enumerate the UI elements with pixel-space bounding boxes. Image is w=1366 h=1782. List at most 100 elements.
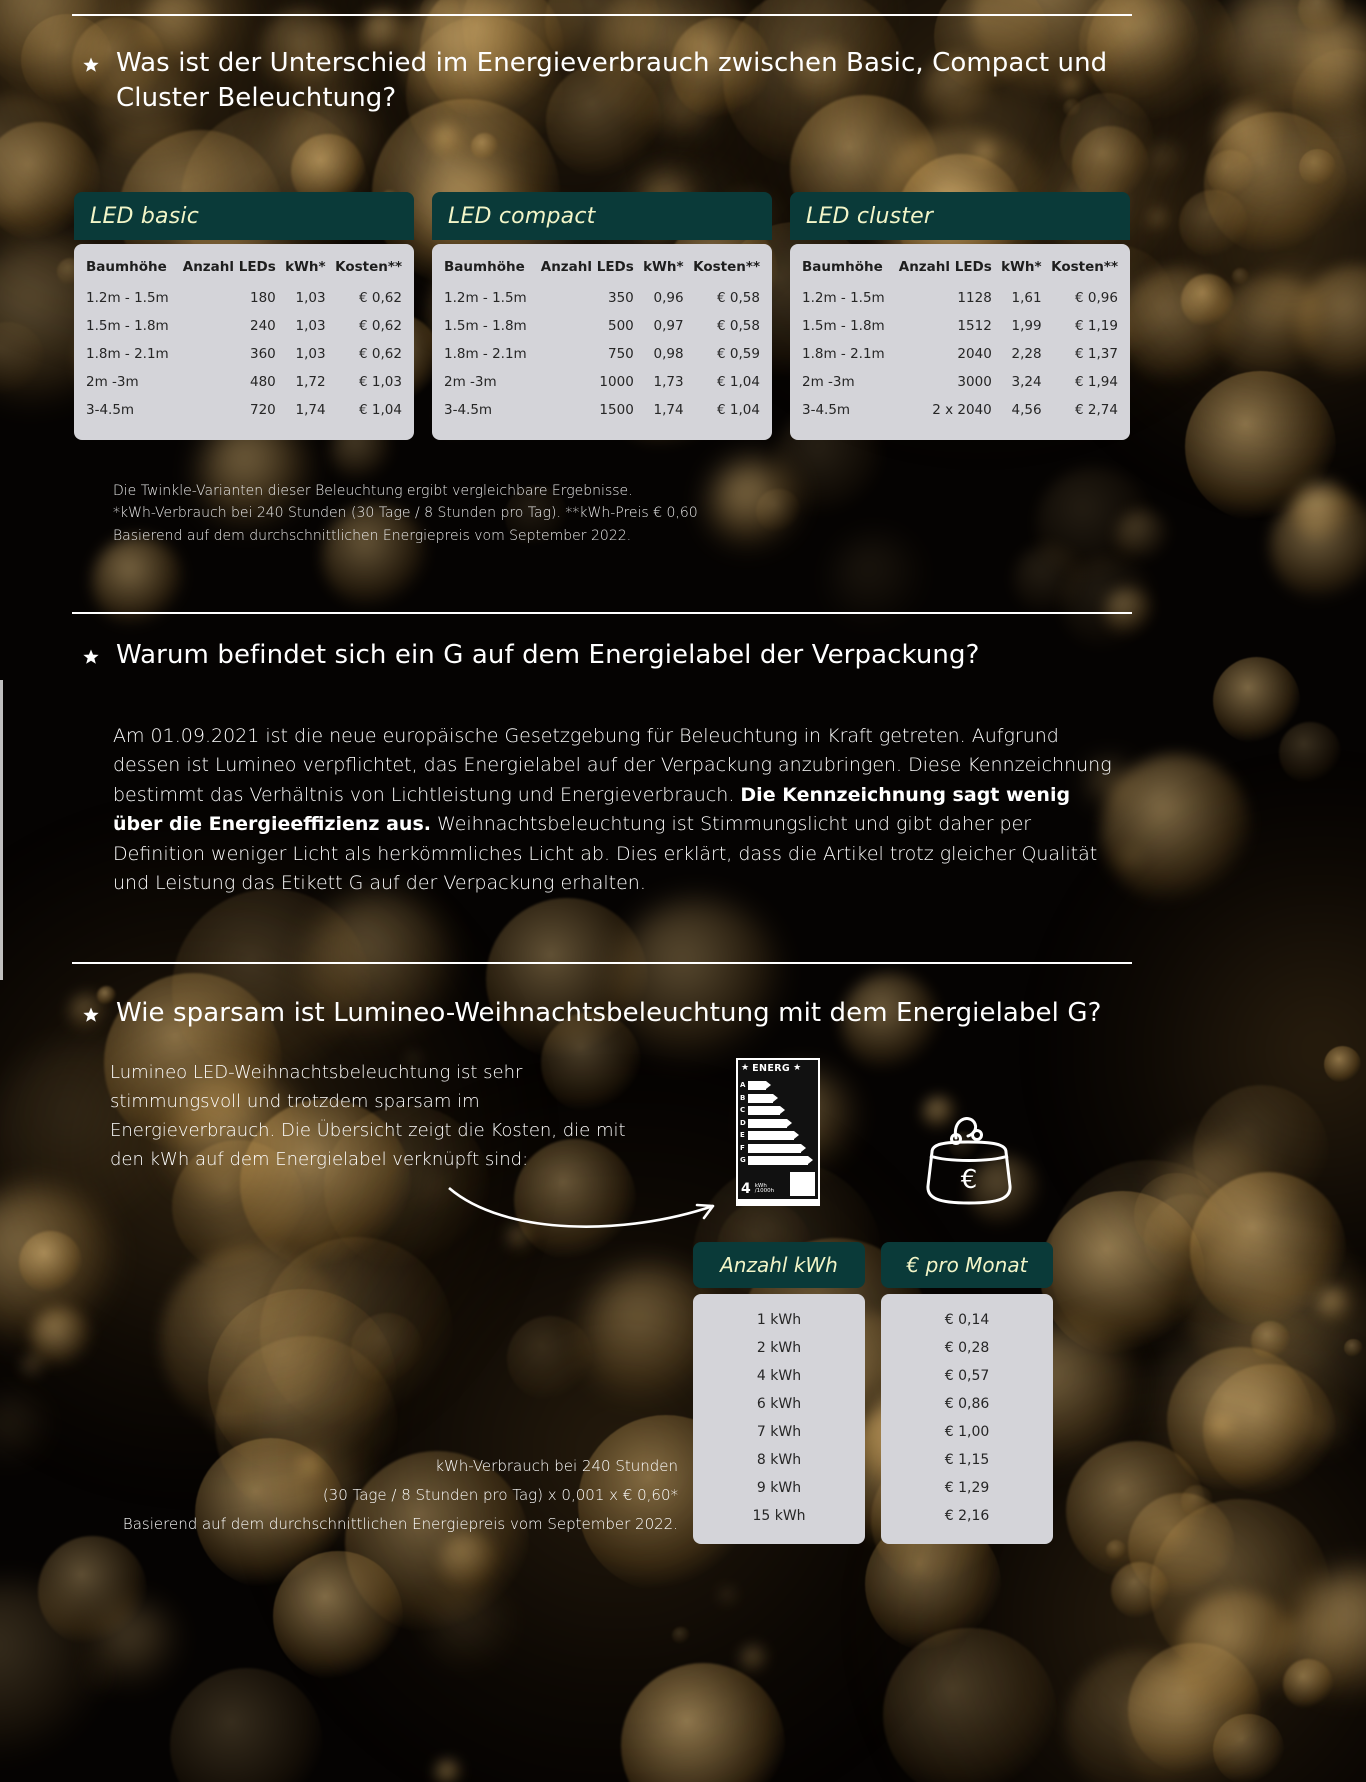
led-grid-body: 1.2m - 1.5m 1128 1,61 € 0,96 1.5m - 1.8m 1512… xyxy=(802,284,1118,424)
energy-class-bar xyxy=(748,1156,813,1165)
led-table-basic: LED basic Baumhöhe Anzahl LEDs kWh* Kost… xyxy=(74,192,414,440)
question-text-1: Was ist der Unterschied im Energieverbra… xyxy=(116,48,1108,114)
led-table-header-compact: LED compact xyxy=(432,192,772,240)
cell-kosten: € 0,62 xyxy=(359,290,402,306)
divider-top xyxy=(72,14,1132,16)
table-row: 2m -3m 1000 1,73 € 1,04 xyxy=(444,368,760,396)
led-grid-basic: Baumhöhe Anzahl LEDs kWh* Kosten** 1.2m … xyxy=(86,258,402,424)
cell-baumhohe: 1.2m - 1.5m xyxy=(444,290,527,306)
energy-class-row: A xyxy=(740,1080,816,1091)
energy-class-row: E xyxy=(740,1130,816,1141)
star-icon: ★ xyxy=(741,1063,750,1073)
energy-label-class-bars: A B C D E F G xyxy=(738,1077,818,1169)
col-header-baumhohe: Baumhöhe xyxy=(86,259,167,275)
footnote-line-3: Basierend auf dem durchschnittlichen Ene… xyxy=(113,527,632,544)
table-row: 1.2m - 1.5m 350 0,96 € 0,58 xyxy=(444,284,760,312)
cell-baumhohe: 1.5m - 1.8m xyxy=(444,318,527,334)
question-heading-2: Warum befindet sich ein G auf dem Energi… xyxy=(80,638,1130,673)
kwh-count-table: Anzahl kWh 1 kWh 2 kWh 4 kWh 6 kWh 7 kWh 8 kW… xyxy=(693,1242,865,1544)
energy-label-unit: kWh /1000h xyxy=(754,1182,775,1194)
list-item: € 1,15 xyxy=(944,1452,990,1468)
led-table-body-cluster: Baumhöhe Anzahl LEDs kWh* Kosten** 1.2m … xyxy=(790,244,1130,440)
list-item: € 0,86 xyxy=(944,1396,990,1412)
energy-label-brand: ENERG xyxy=(752,1063,791,1074)
cost-table-header: € pro Monat xyxy=(881,1242,1053,1288)
col-header-kosten: Kosten** xyxy=(335,259,402,275)
table-row: 1.2m - 1.5m 1128 1,61 € 0,96 xyxy=(802,284,1118,312)
cell-kwh: 2,28 xyxy=(1011,346,1042,362)
cell-baumhohe: 3-4.5m xyxy=(802,402,851,418)
cell-baumhohe: 1.2m - 1.5m xyxy=(86,290,169,306)
cell-anzahl-leds: 240 xyxy=(250,318,276,334)
purse-euro-icon: € xyxy=(916,1112,1022,1212)
col-header-kwh: kWh* xyxy=(1001,259,1042,275)
led-table-cluster: LED cluster Baumhöhe Anzahl LEDs kWh* Ko… xyxy=(790,192,1130,440)
led-grid-header-row: Baumhöhe Anzahl LEDs kWh* Kosten** xyxy=(802,258,1118,284)
led-grid-header-row: Baumhöhe Anzahl LEDs kWh* Kosten** xyxy=(86,258,402,284)
table-row: 1.5m - 1.8m 500 0,97 € 0,58 xyxy=(444,312,760,340)
cell-kwh: 1,99 xyxy=(1011,318,1042,334)
question-text-3: Wie sparsam ist Lumineo-Weihnachtsbeleuc… xyxy=(116,998,1102,1028)
energy-label-blank-box xyxy=(790,1171,815,1196)
col-header-anzahl-leds: Anzahl LEDs xyxy=(540,259,634,275)
cell-anzahl-leds: 180 xyxy=(250,290,276,306)
energy-class-row: C xyxy=(740,1105,816,1116)
cell-anzahl-leds: 1512 xyxy=(957,318,992,334)
kwh-table-header: Anzahl kWh xyxy=(693,1242,865,1288)
footnote-line-1: Die Twinkle-Varianten dieser Beleuchtung… xyxy=(113,483,633,499)
table-row: 1.5m - 1.8m 1512 1,99 € 1,19 xyxy=(802,312,1118,340)
divider-mid-2 xyxy=(72,962,1132,964)
cost-per-month-table: € pro Monat € 0,14 € 0,28 € 0,57 € 0,86 € 1,… xyxy=(881,1242,1053,1544)
table-row: 2m -3m 480 1,72 € 1,03 xyxy=(86,368,402,396)
list-item: 8 kWh xyxy=(756,1452,802,1468)
list-item: € 0,57 xyxy=(944,1368,990,1384)
curved-arrow-icon xyxy=(445,1182,735,1236)
table-footnote: Die Twinkle-Varianten dieser Beleuchtung… xyxy=(113,480,1013,547)
energy-label-value-bar: 4 kWh /1000h xyxy=(738,1168,818,1199)
cell-kwh: 1,73 xyxy=(653,374,684,390)
energy-class-letter: B xyxy=(740,1093,746,1102)
list-item: 2 kWh xyxy=(756,1340,802,1356)
energy-class-letter: F xyxy=(740,1143,745,1152)
cell-anzahl-leds: 750 xyxy=(608,346,634,362)
cell-baumhohe: 2m -3m xyxy=(802,374,855,390)
col-header-kosten: Kosten** xyxy=(693,259,760,275)
energy-class-letter: E xyxy=(740,1131,745,1139)
col-header-kwh: kWh* xyxy=(643,259,684,275)
energy-label-value: 4 xyxy=(741,1180,751,1197)
cell-kwh: 1,74 xyxy=(295,402,326,418)
table-row: 3-4.5m 720 1,74 € 1,04 xyxy=(86,396,402,424)
led-grid-body: 1.2m - 1.5m 350 0,96 € 0,58 1.5m - 1.8m 500 0,… xyxy=(444,284,760,424)
list-item: 4 kWh xyxy=(756,1368,802,1384)
energy-class-row: G xyxy=(740,1155,816,1166)
cell-anzahl-leds: 1500 xyxy=(599,402,634,418)
cell-kosten: € 0,62 xyxy=(359,346,402,362)
paragraph-part-2: Weihnachtsbeleuchtung ist Stimmungslicht… xyxy=(113,813,1098,895)
cell-kosten: € 1,19 xyxy=(1075,318,1118,334)
list-item: 1 kWh xyxy=(756,1312,802,1328)
energy-class-letter: C xyxy=(740,1106,746,1114)
list-item: 9 kWh xyxy=(756,1480,802,1496)
cell-kosten: € 0,62 xyxy=(359,318,402,334)
led-table-header-cluster: LED cluster xyxy=(790,192,1130,240)
cell-anzahl-leds: 3000 xyxy=(957,374,992,390)
cell-baumhohe: 1.2m - 1.5m xyxy=(802,290,885,306)
energy-class-row: B xyxy=(740,1093,816,1104)
energy-class-row: F xyxy=(740,1143,816,1154)
list-item: 15 kWh xyxy=(752,1508,806,1524)
col-header-baumhohe: Baumhöhe xyxy=(444,259,525,275)
led-grid-header-row: Baumhöhe Anzahl LEDs kWh* Kosten** xyxy=(444,258,760,284)
led-grid-compact: Baumhöhe Anzahl LEDs kWh* Kosten** 1.2m … xyxy=(444,258,760,424)
col-header-kwh: kWh* xyxy=(285,259,326,275)
table-row: 1.5m - 1.8m 240 1,03 € 0,62 xyxy=(86,312,402,340)
calc-note-line-1: kWh-Verbrauch bei 240 Stunden xyxy=(435,1457,678,1475)
col-header-anzahl-leds: Anzahl LEDs xyxy=(898,259,992,275)
cell-kwh: 1,03 xyxy=(295,346,326,362)
table-row: 3-4.5m 2 x 2040 4,56 € 2,74 xyxy=(802,396,1118,424)
cell-kosten: € 1,04 xyxy=(359,402,402,418)
list-item: € 1,29 xyxy=(944,1480,990,1496)
cell-kosten: € 0,58 xyxy=(717,290,760,306)
led-grid-body: 1.2m - 1.5m 180 1,03 € 0,62 1.5m - 1.8m 240 1,… xyxy=(86,284,402,424)
cell-kwh: 1,03 xyxy=(295,318,326,334)
cell-anzahl-leds: 480 xyxy=(250,374,276,390)
